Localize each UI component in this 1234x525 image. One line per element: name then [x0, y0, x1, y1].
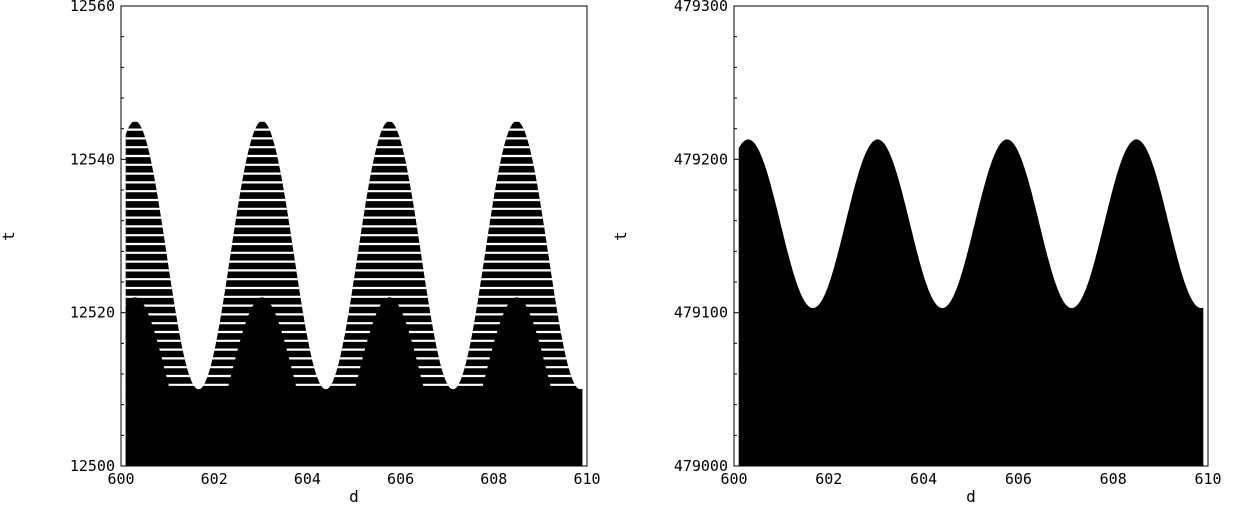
x-tick-label: 606	[1005, 470, 1032, 488]
y-tick-label: 479000	[674, 457, 728, 475]
right-x-axis-title: d	[966, 487, 976, 506]
y-tick-label: 12560	[70, 0, 115, 15]
x-tick-label: 610	[1194, 470, 1221, 488]
y-tick-label: 12500	[70, 457, 115, 475]
left-chart: 600 602 604 606 608 610 12500125201254012560 …	[0, 0, 601, 506]
x-tick-label: 602	[201, 470, 228, 488]
x-tick-label: 608	[1100, 470, 1127, 488]
y-tick-label: 479300	[674, 0, 728, 15]
left-x-axis: 600 602 604 606 608 610	[107, 461, 601, 488]
left-y-axis: 12500 12520 12540 12560	[70, 0, 126, 475]
y-tick-label: 479100	[674, 304, 728, 322]
right-chart: 600 602 604 606 608 610 479000479100479200479…	[611, 0, 1222, 506]
x-tick-label: 606	[387, 470, 414, 488]
right-data-area	[738, 139, 1204, 466]
x-tick-label: 608	[480, 470, 507, 488]
y-tick-label: 12540	[70, 150, 115, 168]
left-y-axis-title: t	[0, 231, 18, 241]
x-tick-label: 602	[815, 470, 842, 488]
x-tick-label: 604	[294, 470, 321, 488]
left-data-area	[125, 121, 583, 466]
x-tick-label: 600	[107, 470, 134, 488]
right-y-axis: 479000 479100 479200 479300	[674, 0, 739, 475]
series-core	[125, 297, 583, 466]
y-tick-label: 12520	[70, 304, 115, 322]
x-tick-label: 610	[573, 470, 600, 488]
right-y-axis-title: t	[611, 231, 630, 241]
y-tick-label: 479200	[674, 150, 728, 168]
left-x-axis-title: d	[349, 487, 359, 506]
x-tick-label: 600	[720, 470, 747, 488]
right-x-axis: 600 602 604 606 608 610	[720, 461, 1222, 488]
series-area	[738, 139, 1204, 466]
x-tick-label: 604	[910, 470, 937, 488]
